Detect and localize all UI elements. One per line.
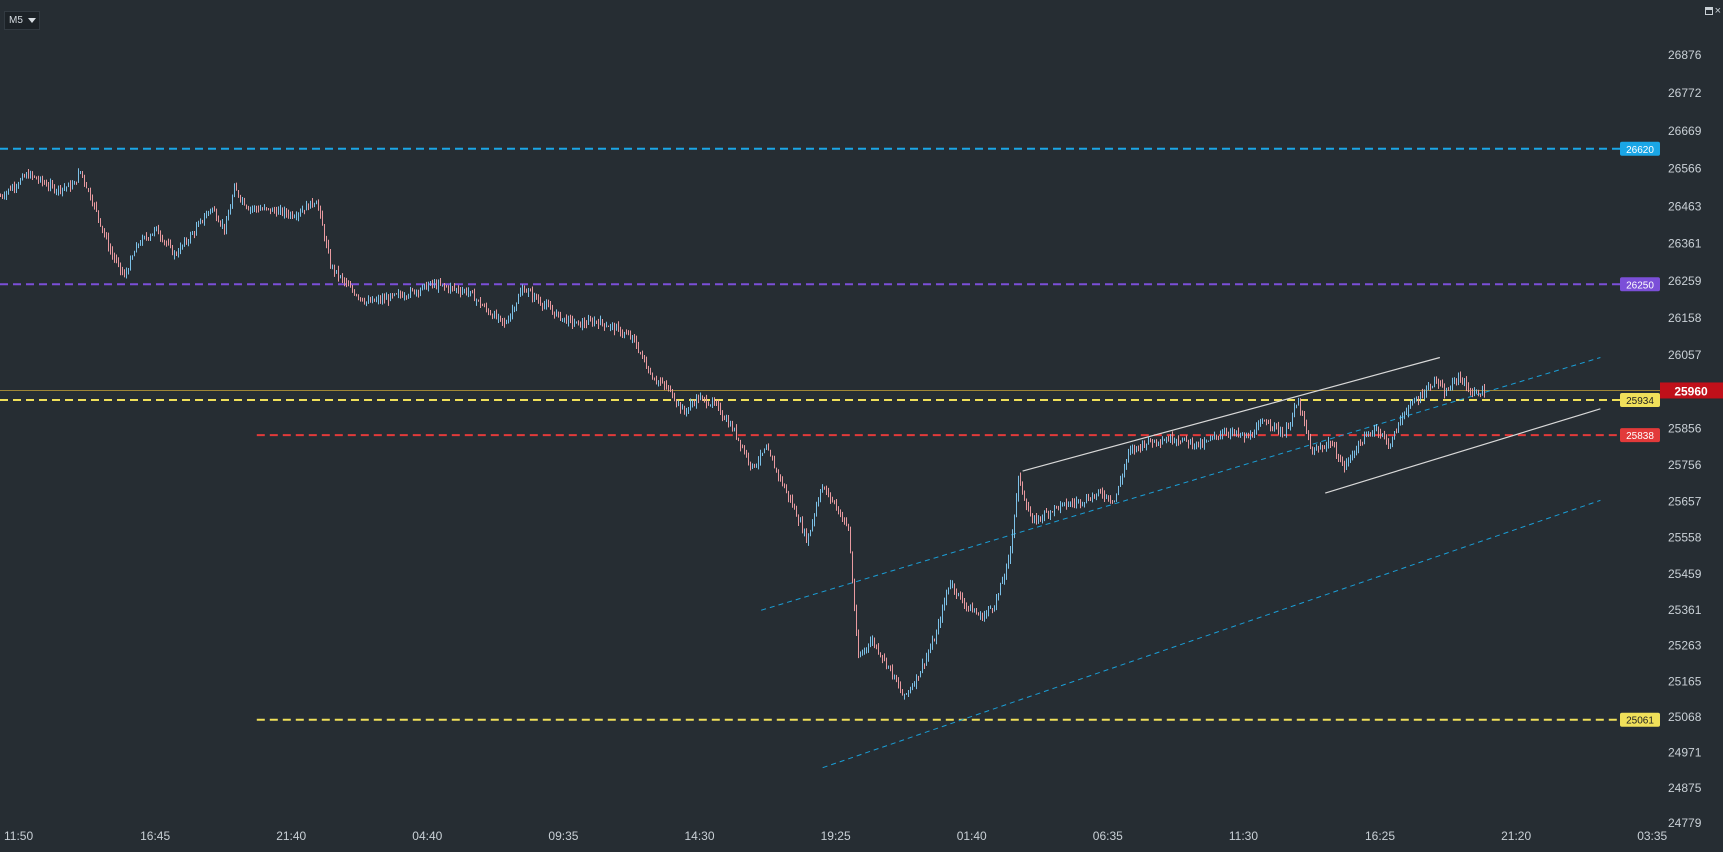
y-tick-label: 26057 [1668,348,1702,362]
time-axis: 11:50 16:45 21:40 04:40 09:35 14:30 19:25 01:40… [4,829,1668,843]
horizontal-levels [0,147,1660,721]
y-tick-label: 25558 [1668,531,1702,545]
x-tick-label: 19:25 [821,829,851,843]
x-tick-label: 11:50 [4,829,33,843]
y-tick-label: 26876 [1668,48,1702,62]
timeframe-label: M5 [9,15,23,26]
chevron-down-icon [27,18,36,23]
level-tag-text: 25838 [1626,431,1654,442]
current-price-tag [1660,382,1723,399]
level-tag-25061 [1620,712,1660,727]
level-tag-text: 25061 [1626,716,1654,727]
level-tag-26620 [1620,141,1660,156]
y-tick-label: 25459 [1668,567,1702,581]
candles [0,168,1485,700]
close-icon[interactable]: × [1714,5,1721,17]
window-controls: × [1704,5,1721,17]
y-tick-label: 26566 [1668,162,1702,176]
trendline-3 [761,357,1601,611]
y-tick-label: 26259 [1668,274,1702,288]
y-tick-label: 25068 [1668,710,1702,724]
x-tick-label: 01:40 [957,829,987,843]
y-tick-label: 26772 [1668,86,1702,100]
y-tick-label: 25657 [1668,494,1702,508]
y-tick-label: 25361 [1668,603,1702,617]
x-tick-label: 16:25 [1365,829,1395,843]
level-tag-26250 [1620,277,1660,292]
y-tick-label: 25856 [1668,422,1702,436]
current-price-text: 25960 [1674,384,1708,398]
x-tick-label: 21:20 [1501,829,1531,843]
level-tag-text: 26620 [1626,145,1654,156]
y-tick-label: 24971 [1668,746,1702,760]
level-tag-25934 [1620,392,1660,407]
trendlines [761,356,1601,769]
y-tick-label: 26361 [1668,237,1702,251]
x-tick-label: 11:30 [1229,829,1258,843]
x-tick-label: 21:40 [276,829,306,843]
x-tick-label: 04:40 [412,829,442,843]
trendline-4 [822,499,1601,769]
restore-icon[interactable] [1704,7,1713,15]
y-tick-label: 25756 [1668,458,1702,472]
price-axis: 26876 26772 26669 26566 26463 26361 26259 26158… [1668,48,1702,830]
y-tick-label: 26669 [1668,124,1702,138]
level-tags: 26620 26250 25934 25838 25061 25960 [1620,141,1723,727]
trendline-2 [1325,408,1601,494]
x-tick-label: 14:30 [685,829,715,843]
trendline-1 [1022,356,1441,472]
x-tick-label: 16:45 [140,829,170,843]
x-tick-label: 06:35 [1093,829,1123,843]
level-tag-text: 26250 [1626,280,1654,291]
timeframe-dropdown[interactable]: M5 [4,11,40,30]
y-tick-label: 24875 [1668,781,1702,795]
y-tick-label: 25165 [1668,675,1702,689]
y-tick-label: 25263 [1668,639,1702,653]
level-tag-text: 25934 [1626,396,1654,407]
level-tag-25838 [1620,428,1660,443]
y-tick-label: 24779 [1668,816,1702,830]
y-tick-label: 26158 [1668,311,1702,325]
y-tick-label: 26463 [1668,199,1702,213]
x-tick-label: 09:35 [548,829,578,843]
x-tick-label: 03:35 [1637,829,1667,843]
